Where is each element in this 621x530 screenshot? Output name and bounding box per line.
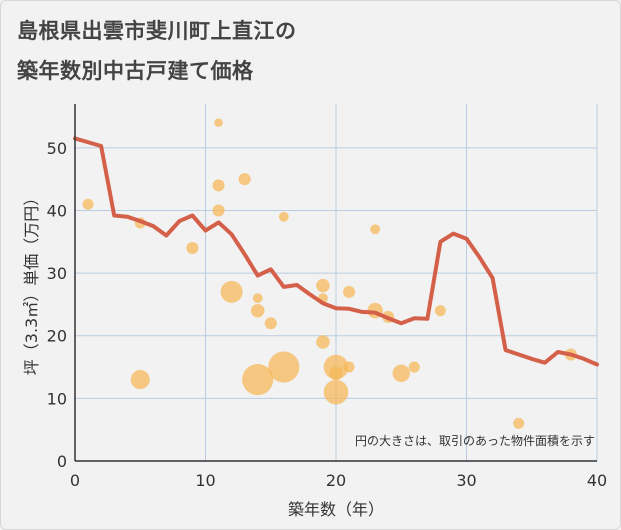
bubble [343,361,355,373]
bubble [268,351,300,383]
chart-title-line-1: 島根県出雲市斐川町上直江の [17,19,297,43]
bubble [323,379,349,405]
bubble [250,303,265,318]
bubble [316,335,330,349]
y-tick-label: 50 [47,139,67,158]
bubble [82,198,94,210]
bubble [392,364,410,383]
bubble [370,224,381,235]
bubble [252,293,263,304]
y-axis-label: 坪（3.3㎡）単価（万円） [22,190,41,375]
x-axis-label: 築年数（年） [288,500,384,519]
bubble [186,242,199,255]
bubble [343,285,356,298]
bubble [513,417,525,429]
bubble [220,280,243,303]
bubble [214,118,223,128]
x-tick-label: 20 [326,471,346,490]
bubble [264,317,277,330]
y-tick-label: 20 [47,327,67,346]
bubble [278,211,289,222]
tick-labels: 0 10 20 30 40 0 10 20 30 40 50 [47,139,608,490]
axes [74,104,597,462]
x-tick-label: 10 [195,471,215,490]
bubbles-layer [82,118,577,429]
bubble [130,370,150,390]
x-tick-label: 40 [587,471,607,490]
bubble [212,179,225,192]
y-tick-label: 10 [47,389,67,408]
y-tick-label: 30 [47,264,67,283]
average-price-line [73,136,599,367]
x-tick-label: 30 [456,471,476,490]
grid-lines [75,104,598,461]
bubble [242,364,274,396]
bubble [316,278,330,293]
bubble [408,361,420,373]
bubble-size-note: 円の大きさは、取引のあった物件面積を示す [355,433,595,448]
bubble [212,204,225,217]
y-tick-label: 40 [47,201,67,220]
chart-title-line-2: 築年数別中古戸建て価格 [17,59,254,83]
bubble [238,173,251,186]
bubble [434,305,446,317]
x-tick-label: 0 [70,471,80,490]
y-tick-label: 0 [57,452,67,471]
bubble [329,366,343,381]
